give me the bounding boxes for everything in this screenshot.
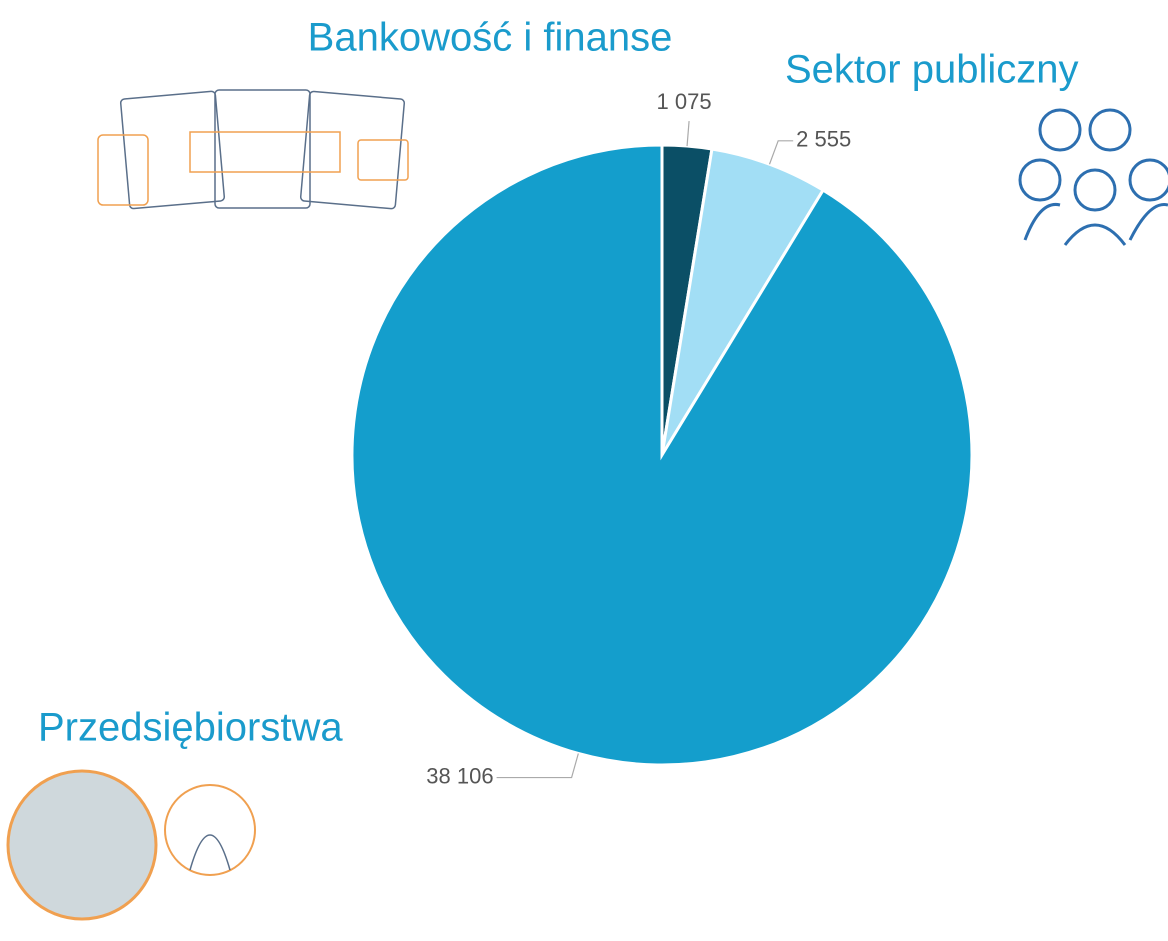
category-label: Przedsiębiorstwa	[38, 706, 343, 750]
value-label: 1 075	[657, 89, 712, 114]
leader-line	[768, 140, 794, 165]
category-label: Bankowość i finanse	[308, 16, 673, 60]
value-label: 38 106	[426, 763, 493, 788]
category-label: Sektor publiczny	[785, 48, 1078, 92]
leader-line	[496, 753, 579, 779]
photo-icon	[6, 769, 256, 921]
pie-slice	[350, 143, 974, 767]
leader-line	[686, 121, 690, 147]
bank-icon	[97, 89, 409, 210]
pie-slice	[660, 147, 826, 456]
people-icon	[1018, 108, 1168, 246]
value-label: 2 555	[796, 127, 851, 152]
